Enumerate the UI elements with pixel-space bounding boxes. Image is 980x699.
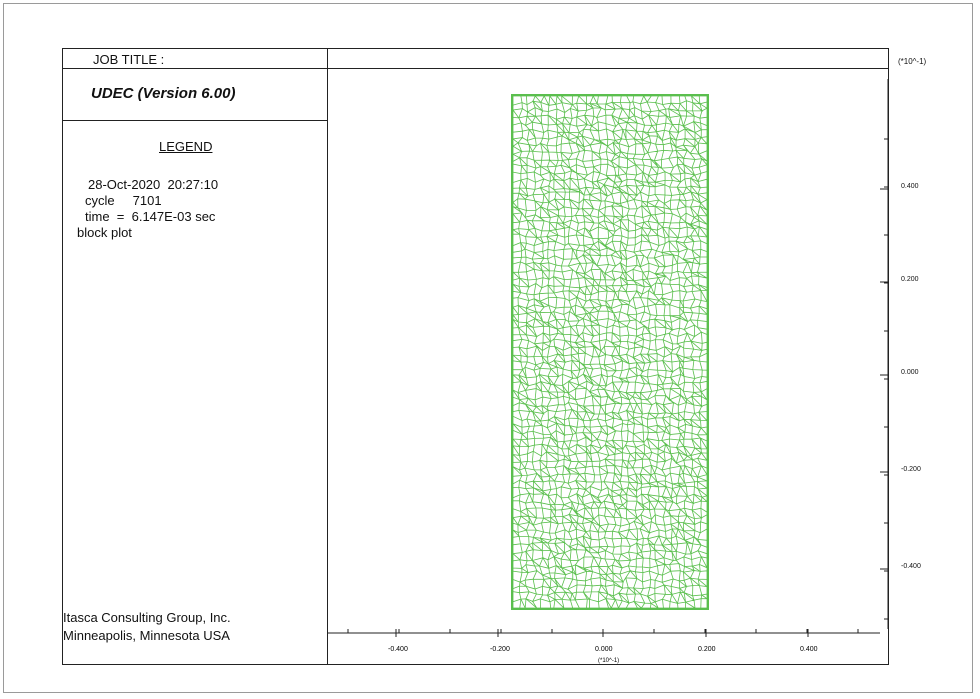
legend-time: time = 6.147E-03 sec <box>85 209 216 224</box>
y-tick-label: 0.200 <box>901 276 919 283</box>
job-title: JOB TITLE : <box>93 52 165 67</box>
udec-plot-panel: JOB TITLE : UDEC (Version 6.00) LEGEND 2… <box>62 48 926 665</box>
company-name: Itasca Consulting Group, Inc. <box>63 610 231 625</box>
block-plot-svg: -0.400 -0.200 0.000 0.200 0.400 (*10^-1) <box>328 79 889 664</box>
title-row: JOB TITLE : <box>63 49 888 69</box>
x-tick-label: 0.400 <box>800 646 818 653</box>
voronoi-block-mesh <box>511 94 709 610</box>
y-tick-label: -0.400 <box>901 563 921 570</box>
outer-frame <box>3 3 973 693</box>
legend-footer: Itasca Consulting Group, Inc. Minneapoli… <box>63 609 231 645</box>
x-axis-scale-label: (*10^-1) <box>598 658 619 664</box>
x-axis-ticks: -0.400 -0.200 0.000 0.200 0.400 <box>347 629 859 653</box>
x-tick-label: 0.200 <box>698 646 716 653</box>
y-axis-scale-label: (*10^-1) <box>898 57 927 66</box>
y-tick-label: 0.000 <box>901 369 919 376</box>
y-axis-ticks <box>880 138 888 620</box>
legend-plot-type: block plot <box>77 225 132 240</box>
x-tick-label: -0.400 <box>388 646 408 653</box>
y-tick-label: 0.400 <box>901 183 919 190</box>
legend-column: UDEC (Version 6.00) LEGEND 28-Oct-2020 2… <box>63 49 328 664</box>
x-tick-label: 0.000 <box>595 646 613 653</box>
y-tick-label: -0.200 <box>901 466 921 473</box>
program-name: UDEC (Version 6.00) <box>91 85 236 102</box>
legend-datetime: 28-Oct-2020 20:27:10 <box>88 177 219 192</box>
legend-cycle: cycle 7101 <box>85 193 162 208</box>
legend-title: LEGEND <box>159 139 213 154</box>
block-edges <box>511 94 709 610</box>
program-box: UDEC (Version 6.00) <box>63 69 327 121</box>
company-location: Minneapolis, Minnesota USA <box>63 628 230 643</box>
x-tick-label: -0.200 <box>490 646 510 653</box>
plot-area: -0.400 -0.200 0.000 0.200 0.400 (*10^-1) <box>328 69 889 665</box>
